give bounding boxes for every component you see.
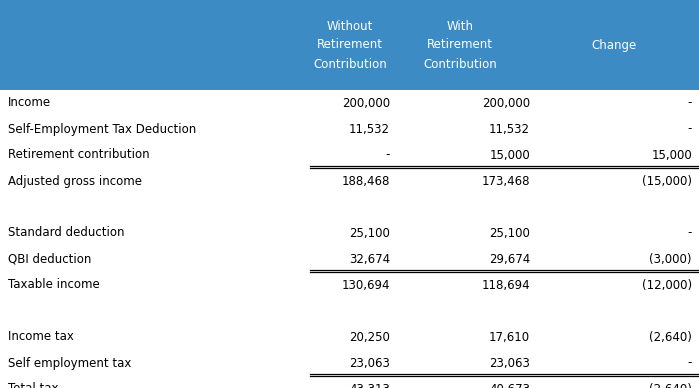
Text: (2,640): (2,640) xyxy=(649,331,692,343)
Text: 11,532: 11,532 xyxy=(349,123,390,135)
Text: Standard deduction: Standard deduction xyxy=(8,227,124,239)
Text: (12,000): (12,000) xyxy=(642,279,692,291)
Text: 15,000: 15,000 xyxy=(489,149,530,161)
Text: Change: Change xyxy=(592,38,637,52)
Text: Adjusted gross income: Adjusted gross income xyxy=(8,175,142,187)
Text: Taxable income: Taxable income xyxy=(8,279,100,291)
Text: 11,532: 11,532 xyxy=(489,123,530,135)
Text: -: - xyxy=(688,357,692,369)
Text: 40,673: 40,673 xyxy=(489,383,530,388)
Text: 32,674: 32,674 xyxy=(349,253,390,265)
Text: QBI deduction: QBI deduction xyxy=(8,253,92,265)
Text: -: - xyxy=(688,97,692,109)
Text: 188,468: 188,468 xyxy=(342,175,390,187)
Bar xyxy=(0,0,699,90)
Text: 15,000: 15,000 xyxy=(651,149,692,161)
Text: 173,468: 173,468 xyxy=(482,175,530,187)
Text: (2,640): (2,640) xyxy=(649,383,692,388)
Text: 25,100: 25,100 xyxy=(349,227,390,239)
Text: 20,250: 20,250 xyxy=(349,331,390,343)
Text: Income tax: Income tax xyxy=(8,331,74,343)
Text: 43,313: 43,313 xyxy=(349,383,390,388)
Text: -: - xyxy=(386,149,390,161)
Text: (15,000): (15,000) xyxy=(642,175,692,187)
Text: 118,694: 118,694 xyxy=(482,279,530,291)
Text: Self-Employment Tax Deduction: Self-Employment Tax Deduction xyxy=(8,123,196,135)
Text: Total tax: Total tax xyxy=(8,383,59,388)
Text: -: - xyxy=(688,227,692,239)
Text: 130,694: 130,694 xyxy=(342,279,390,291)
Text: (3,000): (3,000) xyxy=(649,253,692,265)
Text: Income: Income xyxy=(8,97,51,109)
Text: 29,674: 29,674 xyxy=(489,253,530,265)
Text: 200,000: 200,000 xyxy=(342,97,390,109)
Text: 23,063: 23,063 xyxy=(489,357,530,369)
Text: -: - xyxy=(688,123,692,135)
Text: 23,063: 23,063 xyxy=(349,357,390,369)
Text: Retirement contribution: Retirement contribution xyxy=(8,149,150,161)
Text: 25,100: 25,100 xyxy=(489,227,530,239)
Text: 17,610: 17,610 xyxy=(489,331,530,343)
Text: Without
Retirement
Contribution: Without Retirement Contribution xyxy=(313,19,387,71)
Text: 200,000: 200,000 xyxy=(482,97,530,109)
Text: With
Retirement
Contribution: With Retirement Contribution xyxy=(423,19,497,71)
Text: Self employment tax: Self employment tax xyxy=(8,357,131,369)
